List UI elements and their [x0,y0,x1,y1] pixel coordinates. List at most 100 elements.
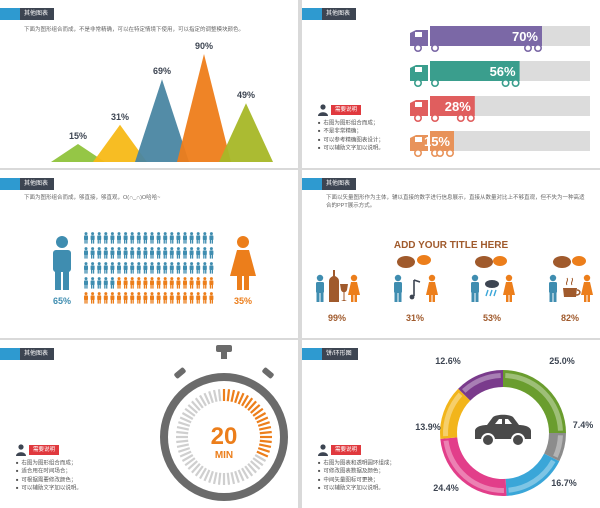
woman-leg [584,295,587,302]
person-head [183,262,187,266]
man-leg [475,292,479,302]
person-leg [178,239,180,244]
person-leg [112,254,114,259]
wheel-icon [431,79,440,88]
car-icon [475,414,531,447]
tick-mark [181,454,194,462]
person-head [110,292,114,296]
person-head [97,232,101,236]
person-icon [84,262,88,274]
person-icon [176,262,181,274]
man-leg [316,292,320,302]
person-icon [150,232,154,244]
person-body [196,235,201,240]
person-leg [97,284,99,289]
person-body [97,235,102,240]
person-head [170,292,174,296]
man-icon [549,274,557,302]
data-label: 28% [445,99,471,114]
person-leg [130,299,132,304]
note-item: 右图为图形组合而成； [16,459,82,467]
person-leg [209,269,212,274]
person-head [110,277,114,281]
person-icon [169,292,174,304]
speech-bubble-icon [397,256,415,268]
man-leg [549,292,553,302]
truck-cab-icon [410,100,428,116]
slide-description: 下面为图形组合而成，够直接，够直观，O(∩_∩)O哈哈~ [24,195,161,201]
person-head [170,247,174,251]
person-icon [110,247,115,259]
person-icon [90,292,95,304]
person-icon [110,292,115,304]
person-head [209,292,213,296]
slide-tag: 其他图表 [0,348,55,360]
donut-highlight [508,459,556,493]
tick-mark [250,460,261,470]
wheel-icon [501,79,510,88]
person-head [91,232,95,236]
tick-mark [176,425,190,431]
person-body [183,280,187,285]
person-icon [163,292,168,304]
person-icon [97,247,102,259]
tick-mark [203,469,211,482]
person-leg [125,299,128,304]
person-icon [209,232,214,244]
speech-bubble-icon [417,255,431,265]
person-icon [117,277,121,289]
wheel-icon [414,43,423,52]
person-leg [158,254,161,259]
person-leg [150,254,152,259]
person-icon [202,232,207,244]
person-leg [92,284,95,289]
note-item: 可根据需要修改颜色； [16,476,82,484]
female-icon [230,236,256,290]
person-leg [91,284,93,289]
person-icon [209,262,214,274]
person-leg [190,254,192,259]
note-item: 右图为图表和透明圆环组成； [318,459,395,467]
person-leg [92,254,95,259]
person-leg [139,239,141,244]
person-head [163,247,167,251]
person-head [163,277,167,281]
person-icon [103,292,108,304]
person-body [103,250,108,255]
person-body [163,295,168,300]
person-body [189,235,194,240]
person-head [130,277,134,281]
person-icon [90,277,95,289]
person-leg [183,254,185,259]
slide-tag: 其他图表 [302,178,357,190]
person-icon [196,247,201,259]
person-head [130,292,134,296]
person-leg [198,299,200,304]
person-leg [198,239,200,244]
man-icon [316,274,324,302]
tick-mark [179,450,192,458]
person-body [196,280,201,285]
person-body [176,250,181,255]
person-leg [97,269,99,274]
person-leg [150,269,152,274]
tick-mark [258,443,272,449]
person-body [90,295,95,300]
data-label: 35% [234,296,252,306]
person-leg [211,299,213,304]
person-leg [106,254,108,259]
person-icon [123,262,128,274]
tick-mark [254,454,267,462]
person-leg [97,299,99,304]
person-leg [125,254,128,259]
person-icon [84,232,88,244]
man-body [394,282,402,293]
person-icon [130,262,135,274]
slide-people-chart: 其他图表 下面为图形组合而成，够直接，够直观，O(∩_∩)O哈哈~ 65% 35% [0,170,298,338]
person-head [150,232,154,236]
person-head [190,277,194,281]
person-leg [196,239,198,244]
person-leg [172,284,174,289]
person-body [90,250,95,255]
person-leg [152,254,154,259]
